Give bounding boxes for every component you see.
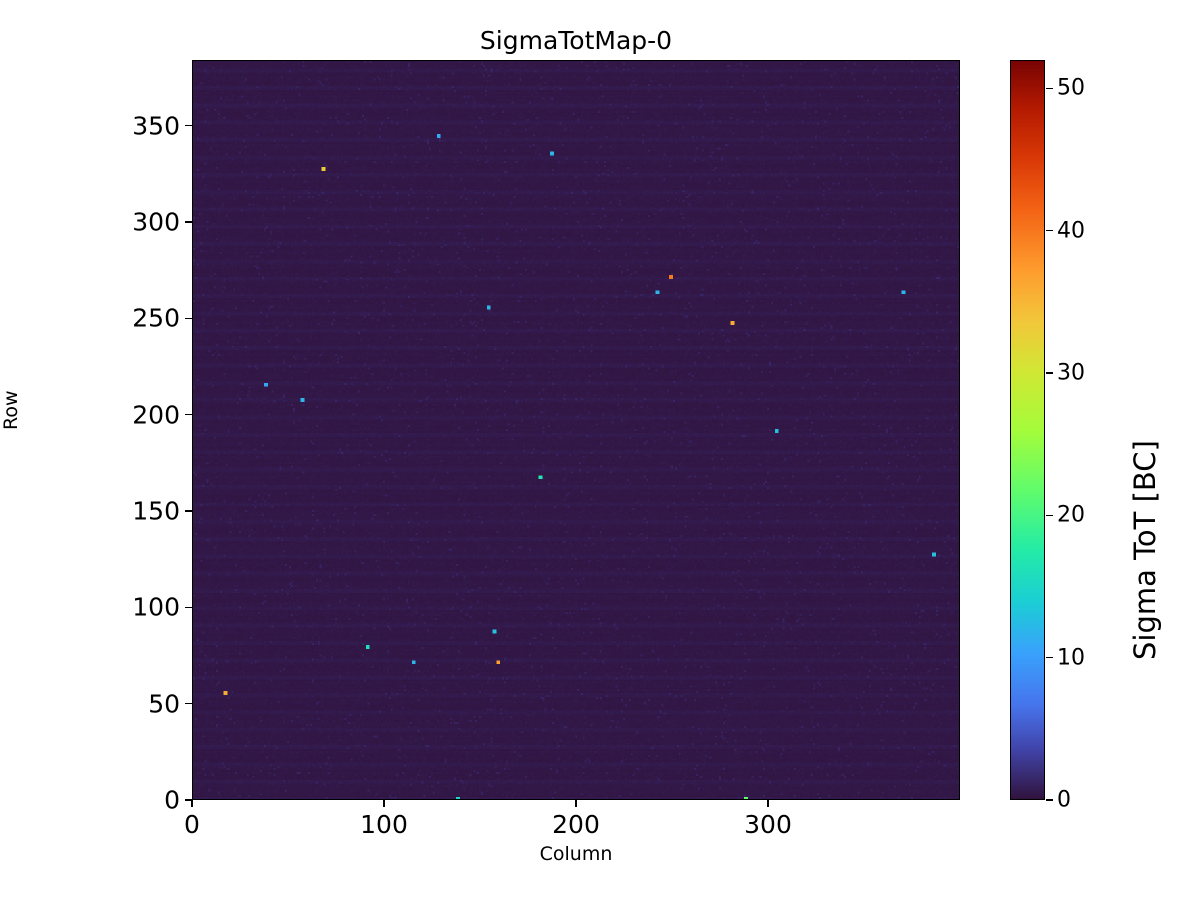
x-tick-label: 100 xyxy=(360,810,408,839)
colorbar-tick-label: 50 xyxy=(1057,75,1085,101)
y-tick-mark xyxy=(185,606,192,608)
colorbar[interactable] xyxy=(1010,60,1045,800)
colorbar-label: Sigma ToT [BC] xyxy=(1128,440,1162,660)
colorbar-tick-label: 20 xyxy=(1057,502,1085,528)
page-title: SigmaTotMap-0 xyxy=(479,26,673,55)
x-tick-label: 200 xyxy=(552,810,600,839)
colorbar-tick-mark xyxy=(1046,514,1053,517)
colorbar-tick-mark xyxy=(1046,799,1053,801)
y-tick-label: 350 xyxy=(132,111,180,141)
colorbar-tick-label: 30 xyxy=(1057,360,1085,386)
x-tick-mark xyxy=(191,800,193,807)
y-tick-mark xyxy=(185,702,192,705)
y-tick-mark xyxy=(185,221,192,223)
colorbar-tick-label: 10 xyxy=(1057,645,1085,671)
x-tick-mark xyxy=(767,800,769,807)
x-tick-mark xyxy=(575,800,577,807)
y-tick-label: 250 xyxy=(132,303,180,333)
colorbar-tick-label: 0 xyxy=(1057,787,1071,813)
y-tick-label: 200 xyxy=(132,400,180,430)
y-tick-mark xyxy=(185,413,192,416)
x-tick-label: 0 xyxy=(184,810,200,839)
colorbar-tick-mark xyxy=(1046,230,1053,232)
heatmap-axes[interactable] xyxy=(192,60,960,800)
heatmap-image xyxy=(193,61,959,799)
y-tick-label: 50 xyxy=(148,689,180,719)
y-tick-mark xyxy=(185,510,192,512)
y-tick-label: 0 xyxy=(164,785,180,815)
colorbar-tick-label: 40 xyxy=(1057,218,1085,244)
x-tick-mark xyxy=(383,800,385,807)
y-tick-mark xyxy=(185,799,192,801)
colorbar-gradient xyxy=(1011,61,1044,799)
x-axis-label: Column xyxy=(539,843,613,865)
y-tick-label: 100 xyxy=(132,592,180,622)
y-tick-label: 150 xyxy=(132,496,180,526)
y-tick-mark xyxy=(185,124,192,127)
colorbar-tick-mark xyxy=(1046,372,1053,374)
colorbar-tick-mark xyxy=(1046,87,1053,90)
x-tick-label: 300 xyxy=(744,810,792,839)
colorbar-tick-mark xyxy=(1046,657,1053,659)
y-axis-label: Row xyxy=(0,390,22,430)
y-tick-label: 300 xyxy=(132,207,180,237)
y-tick-mark xyxy=(185,317,192,319)
